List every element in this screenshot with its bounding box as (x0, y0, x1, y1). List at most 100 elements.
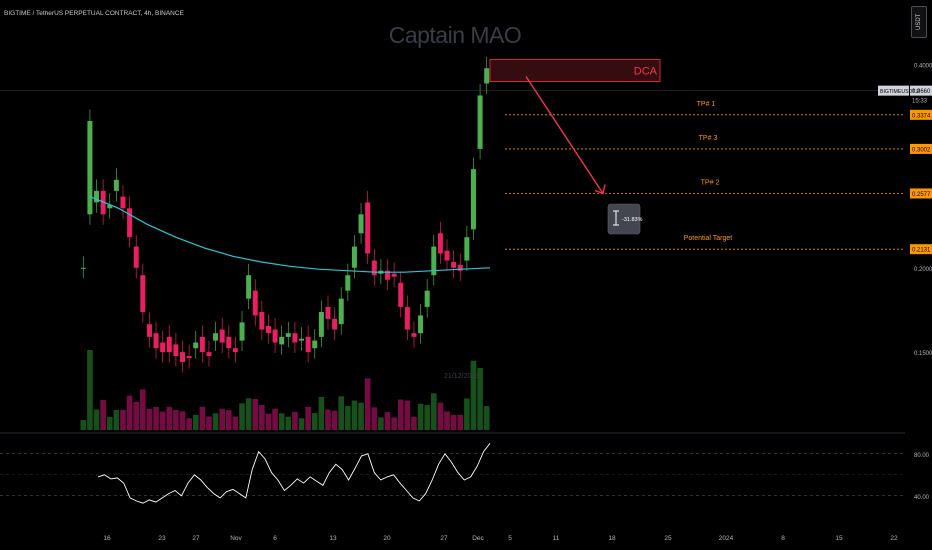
moving-average-line (89, 196, 491, 273)
symbol-tag-bg (878, 85, 909, 96)
candle-body (398, 282, 404, 307)
candle-body (285, 333, 291, 337)
candle-body (312, 340, 318, 349)
volume-bar (417, 403, 424, 430)
volume-bar (411, 416, 417, 430)
candle-body (94, 190, 100, 203)
volume-bar (232, 416, 239, 430)
time-tick: 15 (835, 535, 843, 542)
current-price-time: 15:33 (912, 99, 928, 105)
candle-body (133, 246, 139, 268)
time-tick: 13 (329, 535, 337, 542)
time-tick: Dec (472, 535, 484, 542)
time-tick: 22 (890, 535, 898, 542)
time-tick: 2024 (719, 535, 734, 542)
volume-bar (338, 396, 345, 430)
watermark: Captain MAO (388, 22, 522, 48)
volume-bar (477, 368, 483, 430)
volume-bar (199, 406, 206, 430)
price-label-bg (910, 85, 932, 96)
candle-body (444, 250, 450, 261)
target-label: TP# 1 (697, 101, 716, 108)
volume-bar (305, 406, 311, 430)
volume-bar (272, 408, 278, 430)
volume-bar (113, 410, 120, 430)
time-tick: 25 (664, 535, 672, 542)
candle-body (279, 336, 285, 345)
candle-body (457, 264, 463, 271)
arrow-head (594, 184, 606, 195)
projection-arrow (525, 76, 604, 194)
volume-bar (159, 411, 166, 430)
volume-bar (325, 409, 331, 430)
time-axis[interactable]: 16 23 27 Nov 6 13 20 27 Dec 5 11 18 25 2024 8 15 22 (103, 535, 898, 542)
volume-bar (100, 400, 106, 430)
volume-bar (298, 418, 305, 430)
price-label: 0.3002 (912, 147, 931, 153)
candle-body (113, 179, 119, 191)
volume-bar (331, 410, 338, 430)
candle-body (318, 311, 324, 337)
candle-body (325, 306, 331, 319)
candle-body (424, 290, 430, 307)
volume-bar (318, 396, 325, 430)
time-tick: 27 (440, 535, 448, 542)
volume-bar (120, 409, 126, 430)
candle-body (232, 348, 238, 353)
time-tick: 20 (383, 535, 391, 542)
volume-bar (166, 406, 173, 430)
volume-bar (173, 409, 179, 430)
volume-bar (80, 420, 87, 430)
price-tick: 0.4000 (914, 64, 932, 70)
price-label-bg (910, 188, 932, 199)
candle-body (107, 204, 113, 209)
volume-bar (252, 398, 259, 430)
grid-lines (0, 90, 905, 434)
candle-body (166, 336, 172, 353)
candle-body (219, 329, 225, 343)
volume-bar (259, 404, 265, 430)
candle-body (437, 233, 443, 254)
price-label: 0.3374 (912, 113, 931, 119)
candle-body (206, 352, 212, 357)
volume-bar (404, 400, 411, 430)
volume-bar (106, 416, 113, 430)
candle-body (272, 329, 278, 343)
time-tick: 8 (781, 535, 785, 542)
candle-body (332, 318, 338, 330)
currency-button[interactable]: USDT (911, 6, 927, 38)
volume-bar (225, 410, 232, 430)
time-tick: 18 (608, 535, 616, 542)
symbol-title: BIGTIME / TetherUS PERPETUAL CONTRACT, 4… (4, 10, 184, 17)
rsi-level-label: 80.00 (914, 453, 930, 459)
price-label: 0.3660 (912, 89, 931, 95)
candle-body (239, 322, 245, 341)
candle-body (80, 267, 86, 269)
volume-bar (133, 401, 140, 430)
candle-body (404, 306, 410, 330)
trade-annotations: DCA TP# 1 TP# 3 TP# 2 Potential Target -31.83… (444, 59, 905, 380)
candle-body (338, 298, 344, 325)
candle-body (358, 214, 364, 234)
candle-body (351, 246, 357, 268)
volume-bar (239, 403, 245, 430)
volume-bar (364, 378, 371, 430)
volume-bar (265, 413, 272, 430)
volume-bar (483, 406, 490, 430)
price-label-bg (910, 244, 932, 255)
candle-body (120, 196, 126, 209)
volume-bar (464, 398, 470, 430)
volume-bar (371, 407, 378, 430)
volume-bar (186, 418, 192, 430)
target-label: Potential Target (684, 235, 733, 242)
volume-bar (153, 407, 159, 430)
volume-bar (351, 400, 358, 430)
candle-body (464, 237, 470, 261)
candle-body (160, 342, 166, 353)
volume-bar (345, 405, 351, 430)
volume-bar (437, 402, 444, 430)
price-axis[interactable]: 0.4000 0.2000 0.1500 80.00 40.00 0.3660 0.3374… (878, 64, 932, 501)
candle-body (391, 273, 397, 277)
price-tick: 0.2000 (914, 267, 932, 273)
